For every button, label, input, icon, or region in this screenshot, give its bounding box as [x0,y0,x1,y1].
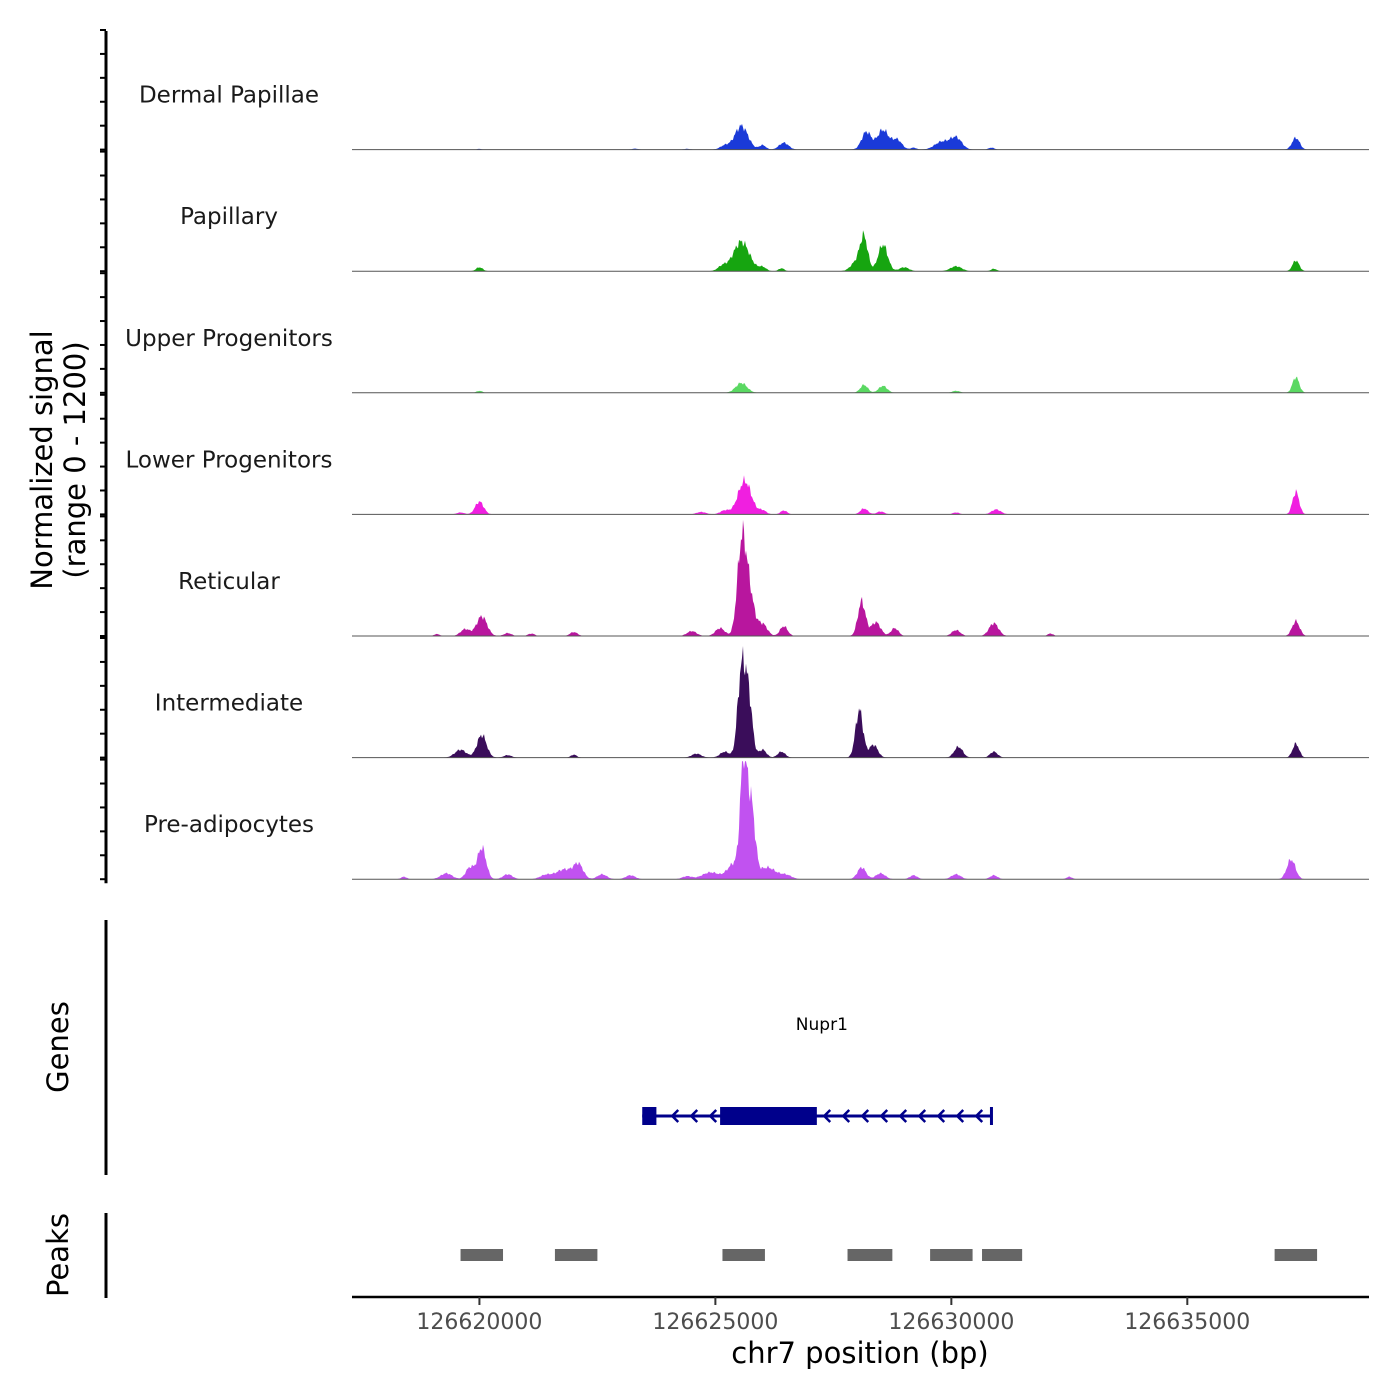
peak-region [722,1249,765,1261]
track-dermal-papillae: Dermal Papillae [139,83,1369,151]
genes-track-label: Genes [41,1001,75,1093]
track-pre-adipocytes: Pre-adipocytes [144,761,1369,880]
strand-arrow [974,1109,984,1123]
peak-region [847,1249,893,1261]
track-label-lower-progenitors: Lower Progenitors [126,447,333,473]
track-intermediate: Intermediate [155,646,1369,759]
y-axis-title-line1: Normalized signal [25,330,59,589]
strand-arrow [860,1109,870,1123]
gene-name-label: Nupr1 [796,1015,848,1035]
strand-arrow [689,1109,699,1123]
track-upper-progenitors: Upper Progenitors [125,326,1369,394]
strand-arrow [670,1109,680,1123]
signal-area-reticular [352,519,1369,636]
track-lower-progenitors: Lower Progenitors [126,447,1369,515]
coverage-tracks: Dermal Papillae Papillary Upper Progenitor… [125,83,1369,880]
signal-area-dermal-papillae [352,123,1369,150]
x-tick-label: 126630000 [888,1310,1014,1335]
track-label-intermediate: Intermediate [155,691,303,717]
track-label-dermal-papillae: Dermal Papillae [139,83,319,109]
peak-region [930,1249,973,1261]
x-axis-ticks: 126620000 126625000 126630000 126635000 [416,1297,1250,1335]
peak-region [982,1249,1023,1261]
track-papillary: Papillary [180,204,1369,272]
peak-region [1274,1249,1318,1261]
peak-region [554,1249,598,1261]
track-label-pre-adipocytes: Pre-adipocytes [144,812,314,838]
signal-area-lower-progenitors [352,475,1369,515]
track-reticular: Reticular [178,519,1369,637]
x-tick-label: 126625000 [652,1310,778,1335]
track-label-reticular: Reticular [178,569,280,595]
signal-area-upper-progenitors [352,376,1369,393]
strand-arrow [936,1109,946,1123]
x-axis-title: chr7 position (bp) [731,1336,988,1370]
gene-annotations: Nupr1 [642,1015,993,1125]
strand-arrow [898,1109,908,1123]
gene-exon [642,1107,657,1125]
signal-area-pre-adipocytes [352,761,1369,880]
strand-arrow [841,1109,851,1123]
signal-area-papillary [352,230,1369,272]
peak-region [460,1249,504,1261]
strand-arrow [879,1109,889,1123]
signal-y-axis [100,29,108,884]
strand-arrow [955,1109,965,1123]
strand-arrow [708,1109,718,1123]
track-label-papillary: Papillary [180,204,278,230]
track-label-upper-progenitors: Upper Progenitors [125,326,333,352]
x-tick-label: 126635000 [1124,1310,1250,1335]
peaks-track-label: Peaks [41,1213,75,1297]
x-tick-label: 126620000 [416,1310,542,1335]
gene-exon [720,1107,817,1125]
strand-arrow [917,1109,927,1123]
strand-arrow [822,1109,832,1123]
signal-area-intermediate [352,646,1369,758]
peak-regions [460,1249,1318,1261]
y-axis-title-line2: (range 0 - 1200) [58,341,92,578]
